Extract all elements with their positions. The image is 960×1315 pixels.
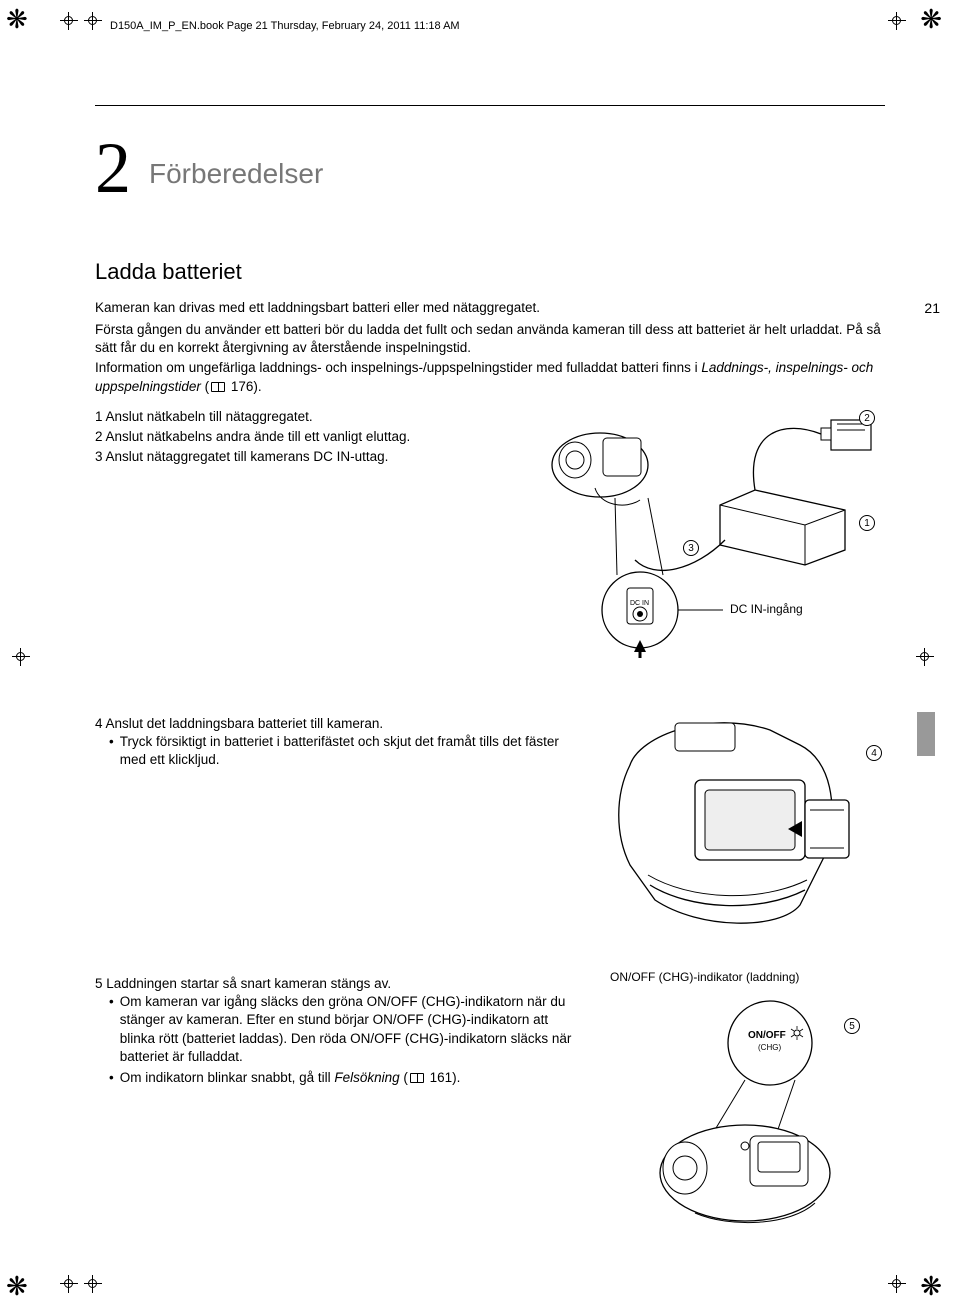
onoff-text: ON/OFF (748, 1030, 786, 1041)
crosshair-top2 (84, 12, 102, 30)
crosshair-mid-r (916, 648, 934, 666)
crop-ornament-tl: ❋ (6, 6, 28, 32)
marker-1: 1 (859, 515, 875, 531)
intro-text: Kameran kan drivas med ett laddningsbart… (95, 299, 885, 317)
step4-bullets: •Tryck försiktigt in batteriet i batteri… (109, 733, 575, 769)
marker-2: 2 (859, 410, 875, 426)
marker-4: 4 (866, 745, 882, 761)
chapter-number: 2 (95, 136, 131, 201)
chapter-title: Förberedelser (149, 158, 323, 190)
book-icon (410, 1073, 424, 1083)
book-icon (211, 382, 225, 392)
figure-battery: 4 (600, 705, 890, 935)
step4-heading: 4 Anslut det laddningsbara batteriet til… (95, 715, 575, 733)
para-text: Första gången du använder ett batteri bö… (95, 321, 885, 357)
crop-ornament-br: ❋ (920, 1273, 942, 1299)
svg-text:DC IN: DC IN (630, 600, 649, 607)
step5-bullet2: Om indikatorn blinkar snabbt, gå till Fe… (120, 1069, 461, 1087)
step5-heading: 5 Laddningen startar så snart kameran st… (95, 975, 575, 993)
step-3: 3 Anslut nätaggregatet till kamerans DC … (95, 448, 525, 466)
crosshair-bot-l2 (84, 1275, 102, 1293)
dcin-label: DC IN-ingång (730, 602, 803, 616)
steps-list-a: 1 Anslut nätkabeln till nätaggregatet. 2… (95, 408, 525, 467)
bullet-dot: • (109, 1069, 114, 1087)
figure-indicator: ON/OFF (CHG)-indikator (laddning) ON/OFF… (600, 970, 900, 1230)
step5-block: 5 Laddningen startar så snart kameran st… (95, 975, 575, 1090)
step4-bullet: Tryck försiktigt in batteriet i batterif… (120, 733, 575, 769)
step4-block: 4 Anslut det laddningsbara batteriet til… (95, 715, 575, 773)
para2-ref: 176). (227, 379, 262, 394)
side-tab (917, 712, 935, 756)
section-title: Ladda batteriet (95, 259, 885, 285)
crosshair-bot-r (888, 1275, 906, 1293)
figure-adapter: DC IN 2 1 3 DC IN-ingång (545, 410, 885, 660)
crosshair-top1 (60, 12, 78, 30)
indicator-caption: ON/OFF (CHG)-indikator (laddning) (610, 970, 799, 984)
crop-ornament-tr: ❋ (920, 6, 942, 32)
page-header: D150A_IM_P_EN.book Page 21 Thursday, Feb… (110, 20, 460, 32)
bullet-dot: • (109, 993, 114, 1066)
marker-3: 3 (683, 540, 699, 556)
para2-prefix: Information om ungefärliga laddnings- oc… (95, 360, 701, 375)
step-2: 2 Anslut nätkabelns andra ände till ett … (95, 428, 525, 446)
step-1: 1 Anslut nätkabeln till nätaggregatet. (95, 408, 525, 426)
crosshair-mid-l (12, 648, 30, 666)
marker-5: 5 (844, 1018, 860, 1034)
crosshair-bot-l1 (60, 1275, 78, 1293)
crosshair-top-r (888, 12, 906, 30)
top-rule (95, 105, 885, 106)
step5-bullet1: Om kameran var igång släcks den gröna ON… (120, 993, 575, 1066)
step5-bullets: •Om kameran var igång släcks den gröna O… (109, 993, 575, 1087)
bullet-dot: • (109, 733, 114, 769)
page-number: 21 (924, 300, 940, 316)
crop-ornament-bl: ❋ (6, 1273, 28, 1299)
para2-text: Information om ungefärliga laddnings- oc… (95, 359, 885, 395)
svg-text:(CHG): (CHG) (758, 1043, 781, 1052)
